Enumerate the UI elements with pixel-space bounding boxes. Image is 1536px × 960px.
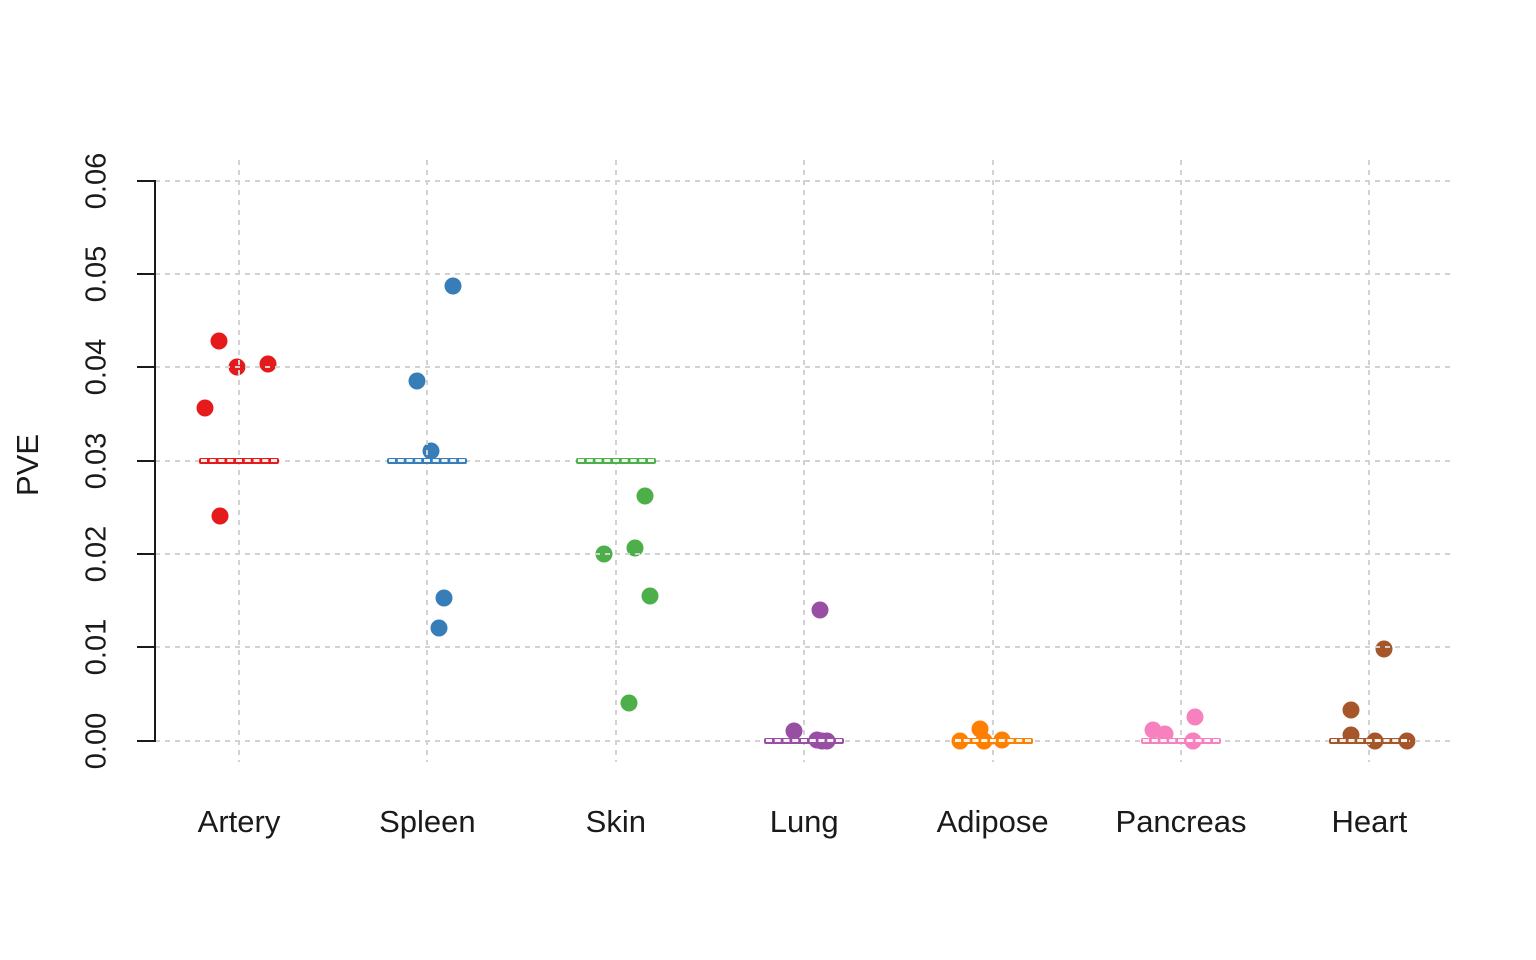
y-tick-label: 0.04 (80, 339, 113, 396)
y-tick-label: 0.02 (80, 525, 113, 583)
y-tick-label: 0.05 (80, 245, 113, 303)
data-point (1342, 701, 1360, 719)
data-point (408, 372, 426, 390)
reference-line-dashes (389, 459, 466, 463)
y-axis-tick (137, 459, 154, 462)
data-point (626, 539, 644, 556)
data-point (430, 619, 448, 637)
data-point (210, 332, 228, 350)
data-point (785, 722, 803, 740)
data-point (620, 694, 638, 712)
y-axis-tick (137, 646, 154, 649)
reference-line (952, 737, 1033, 744)
reference-line (199, 457, 279, 464)
x-category-label: Adipose (936, 804, 1049, 839)
gridline-vertical (1368, 160, 1371, 762)
reference-line (1141, 737, 1221, 744)
data-point (444, 277, 462, 295)
data-point (1186, 708, 1204, 726)
reference-line-dashes (201, 459, 277, 463)
y-tick-label: 0.06 (80, 152, 113, 209)
data-point (1375, 640, 1393, 658)
x-category-label: Skin (585, 804, 646, 839)
data-point (435, 589, 453, 607)
reference-line-dashes (954, 739, 1031, 743)
y-axis-line (154, 179, 156, 742)
y-axis-tick (137, 179, 154, 182)
y-axis-tick (137, 739, 154, 742)
gridline-vertical (1180, 160, 1182, 762)
gridline-vertical (803, 160, 806, 762)
y-axis-tick (137, 366, 154, 369)
reference-line (387, 457, 468, 464)
y-tick-label: 0.00 (80, 712, 113, 769)
data-point (636, 487, 654, 505)
y-tick-label: 0.01 (80, 619, 113, 676)
data-point (641, 587, 659, 605)
data-point (211, 507, 229, 525)
reference-line-dashes (577, 459, 654, 463)
y-axis-title: PVE (10, 433, 45, 497)
gridline-vertical (991, 160, 994, 762)
x-category-label: Heart (1331, 804, 1408, 839)
data-point (259, 355, 277, 373)
reference-line-dashes (766, 739, 843, 743)
reference-line-dashes (1331, 739, 1408, 743)
y-axis-tick (137, 273, 154, 276)
reference-line-dashes (1143, 739, 1219, 743)
y-tick-label: 0.03 (80, 432, 113, 489)
data-point (811, 601, 829, 619)
x-category-label: Lung (769, 804, 839, 839)
reference-line (764, 737, 845, 744)
x-category-label: Spleen (379, 804, 476, 839)
y-axis-tick (137, 553, 154, 556)
reference-line (1329, 737, 1410, 744)
x-category-label: Artery (197, 804, 281, 839)
reference-line (575, 457, 656, 464)
data-point (196, 399, 214, 416)
x-category-label: Pancreas (1115, 804, 1247, 839)
